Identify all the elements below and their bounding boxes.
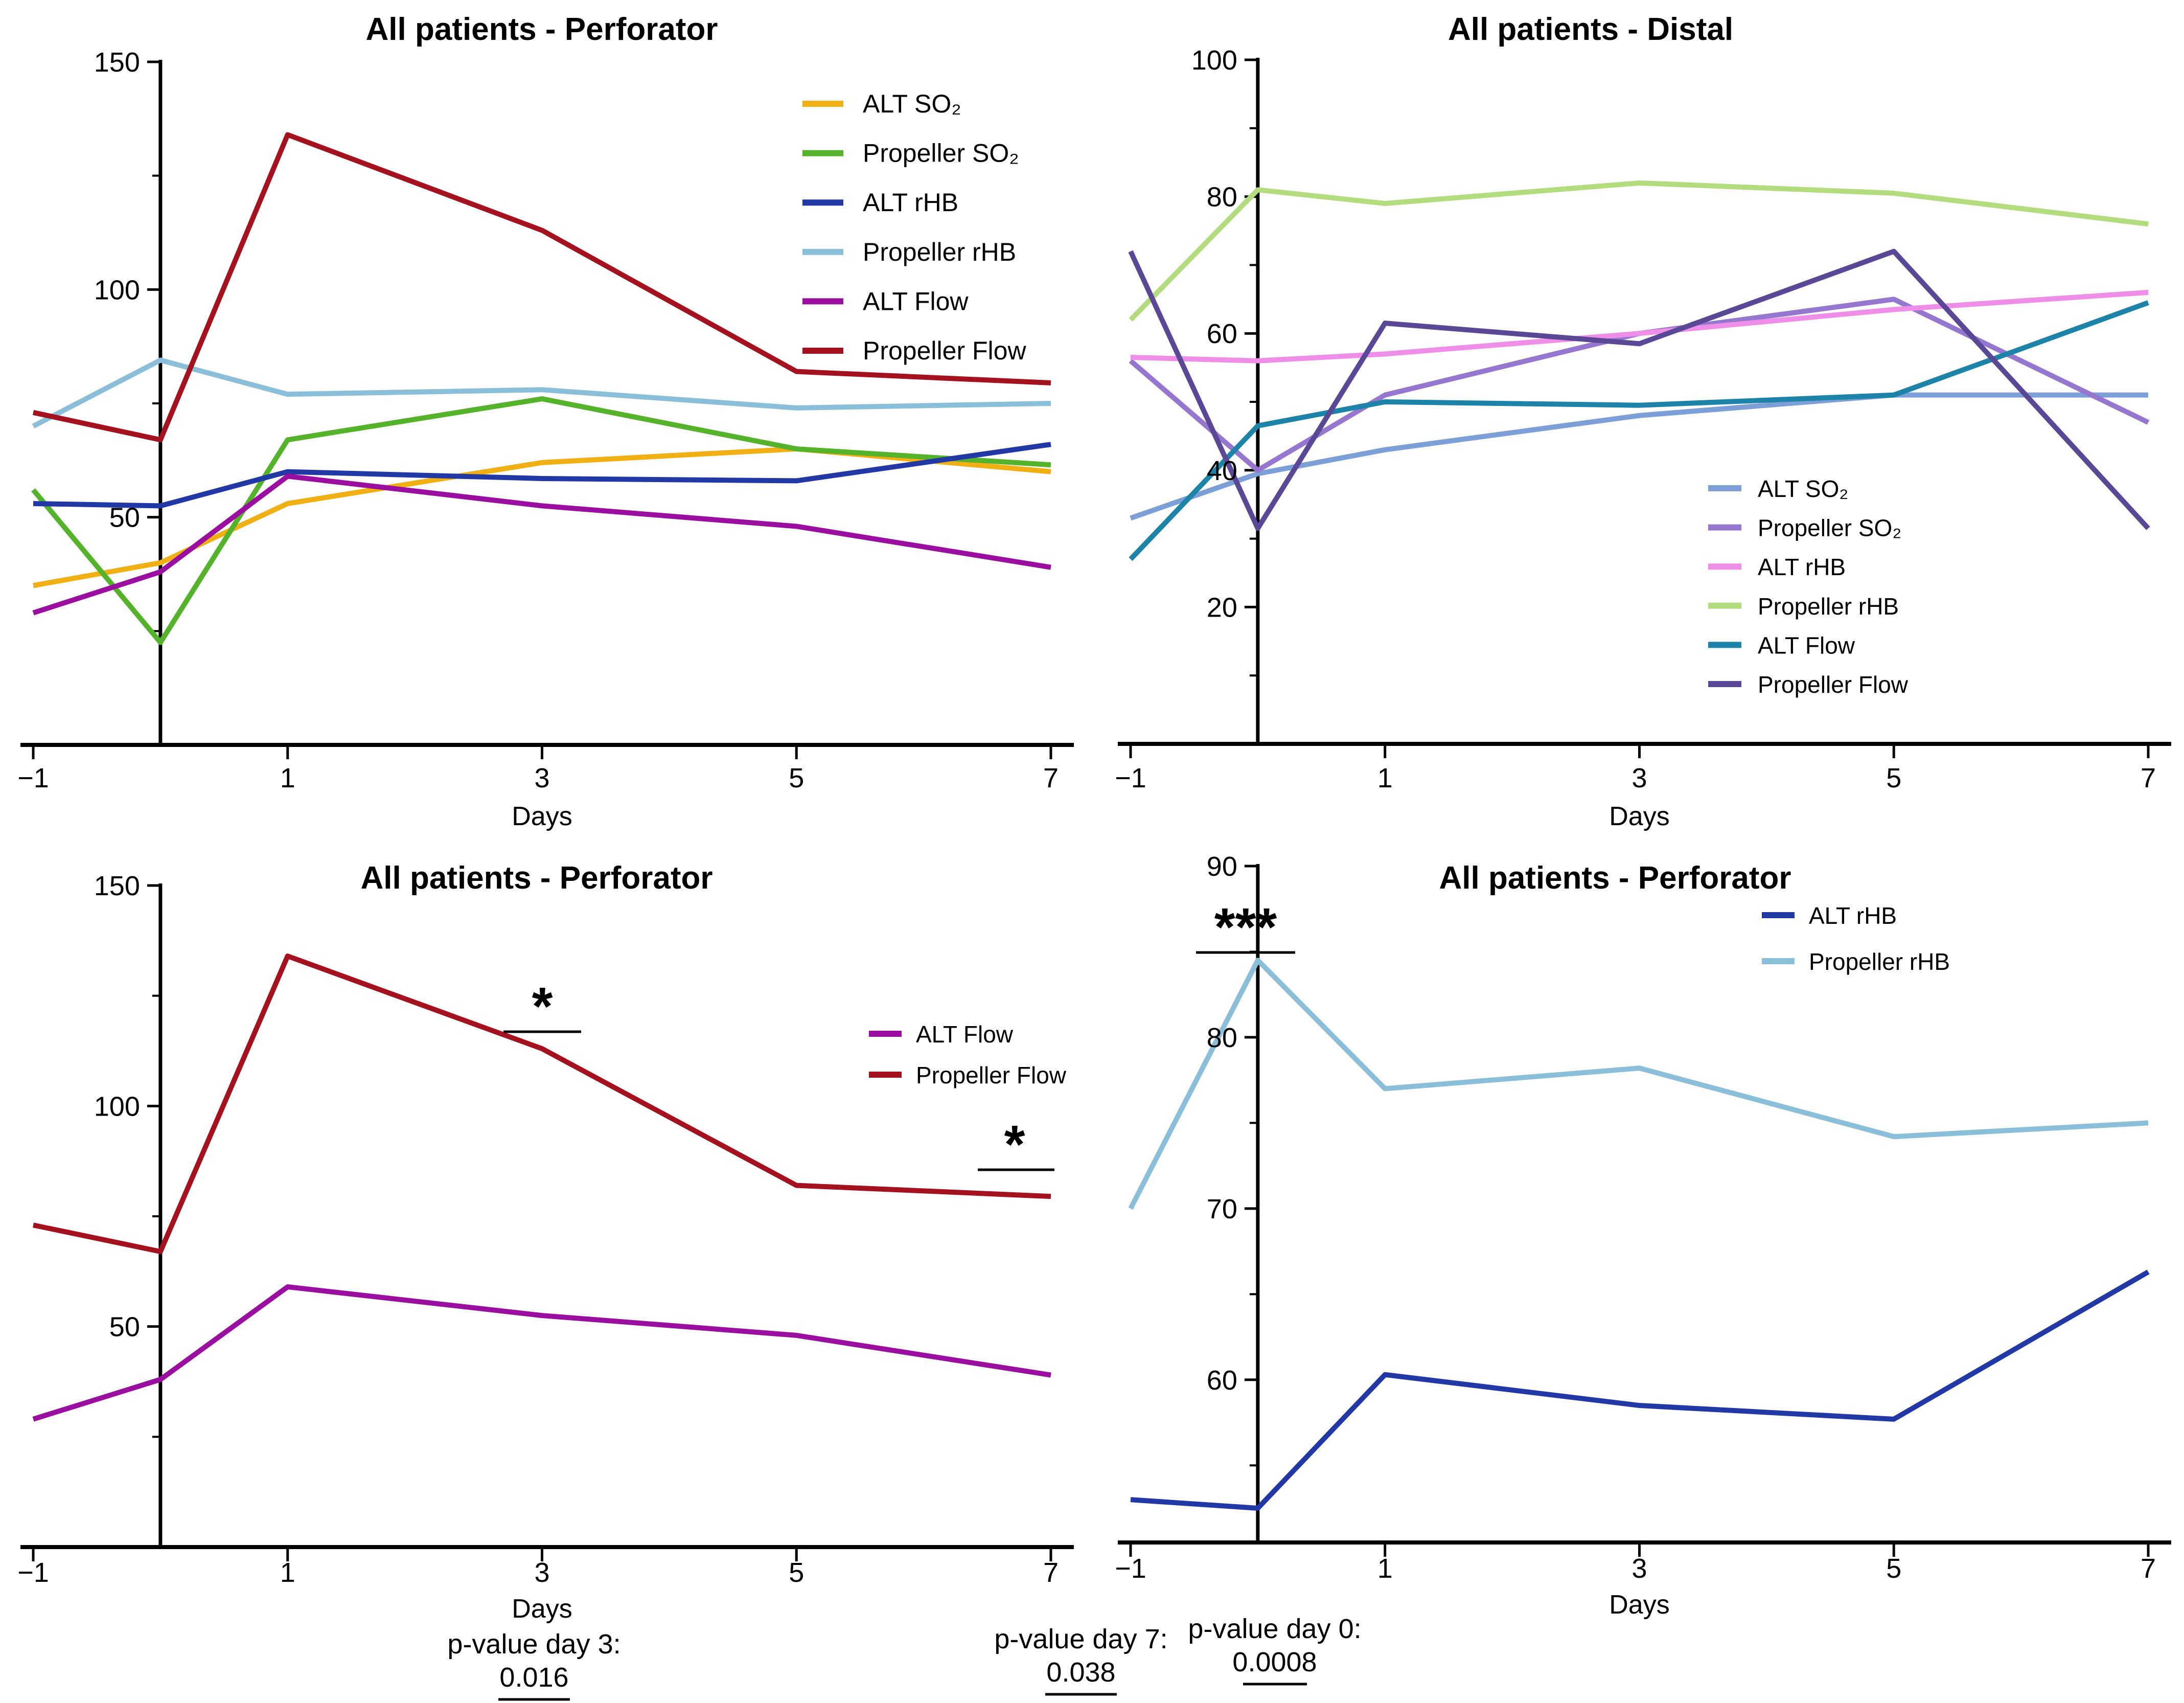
y-tick-label: 70 — [1207, 1194, 1237, 1224]
y-tick-label: 100 — [94, 275, 140, 305]
y-tick-label: 50 — [109, 503, 140, 533]
x-tick-label: 5 — [789, 763, 804, 793]
series-line-Propeller-rHB — [1129, 180, 2149, 322]
x-tick-label: 7 — [2141, 1553, 2156, 1584]
series-line-Propeller-SO₂ — [1129, 297, 2150, 473]
x-tick-label: 3 — [534, 763, 549, 793]
y-tick-label: 100 — [94, 1091, 140, 1122]
legend-label-Propeller-SO₂: Propeller SO₂ — [1758, 515, 1901, 541]
series-line-Propeller-Flow — [32, 132, 1051, 443]
x-tick-label: 5 — [1886, 1553, 1901, 1584]
legend-label-ALT-SO₂: ALT SO₂ — [863, 89, 961, 118]
legend-label-ALT-SO₂: ALT SO₂ — [1758, 475, 1848, 502]
series-line-Propeller-rHB — [32, 357, 1051, 428]
x-tick-label: 1 — [280, 763, 295, 793]
y-tick-label: 100 — [1191, 45, 1237, 76]
chart-svg-bottom-right: All patients - Perforator −1 1 3 5 7 Days 60 70 8… — [1115, 851, 2171, 1686]
legend-label-ALT-Flow: ALT Flow — [916, 1021, 1014, 1048]
legend-label-Propeller-Flow: Propeller Flow — [916, 1062, 1067, 1088]
x-tick-label: 7 — [2141, 763, 2156, 793]
x-tick-label: 5 — [1886, 763, 1901, 793]
legend-label-Propeller-rHB: Propeller rHB — [1809, 948, 1950, 975]
series-line-Propeller-SO₂ — [31, 396, 1051, 645]
legend-label-Propeller-Flow: Propeller Flow — [863, 336, 1026, 365]
y-tick-label: 40 — [1207, 456, 1237, 486]
x-tick-label: 7 — [1043, 763, 1059, 793]
legend-label-ALT-rHB: ALT rHB — [1809, 902, 1897, 929]
y-tick-label: 150 — [94, 47, 140, 78]
panel-bottom-left-perforator-flow: All patients - Perforator −1 1 3 5 7 Days 50 100… — [0, 852, 1168, 1703]
x-axis-label: Days — [1609, 802, 1669, 831]
chart-svg-bottom-left: All patients - Perforator −1 1 3 5 7 Days 50 100… — [17, 860, 1168, 1701]
legend-label-ALT-Flow: ALT Flow — [1758, 632, 1855, 659]
series-line-Propeller-Flow — [32, 953, 1051, 1255]
series-line-Propeller-Flow — [1128, 248, 2150, 531]
p-value-label: p-value day 3: — [447, 1629, 620, 1660]
series-line-Propeller-rHB — [1128, 958, 2149, 1210]
chart-svg-top-right: All patients - Distal −1 1 3 5 7 Days 20 40 60 80 1… — [1115, 12, 2171, 831]
p-value-label: p-value day 7: — [994, 1624, 1167, 1654]
p-value-label: p-value day 0: — [1188, 1614, 1361, 1644]
legend-label-ALT-rHB: ALT rHB — [863, 188, 958, 217]
chart-svg-top-left: All patients - Perforator −1 1 3 5 7 Days 50 100… — [17, 12, 1074, 831]
series-line-ALT-rHB — [33, 442, 1051, 509]
x-tick-label: 3 — [1631, 763, 1647, 793]
x-tick-label: 1 — [1377, 763, 1393, 793]
significance-star: * — [532, 977, 553, 1036]
x-tick-label: 3 — [1631, 1553, 1647, 1584]
x-tick-label: 1 — [1377, 1553, 1393, 1584]
legend-label-Propeller-rHB: Propeller rHB — [863, 238, 1016, 266]
legend-label-ALT-Flow: ALT Flow — [863, 287, 969, 315]
plot-title: All patients - Perforator — [366, 12, 718, 47]
x-tick-label: 7 — [1043, 1557, 1059, 1588]
plot-title: All patients - Perforator — [1439, 860, 1791, 896]
y-tick-label: 60 — [1207, 1365, 1237, 1396]
x-axis-label: Days — [512, 1594, 572, 1624]
panel-top-left-perforator: All patients - Perforator −1 1 3 5 7 Days 50 100… — [0, 0, 1092, 851]
plot-title: All patients - Distal — [1448, 12, 1733, 47]
y-tick-label: 50 — [109, 1312, 140, 1343]
legend-label-ALT-rHB: ALT rHB — [1758, 554, 1846, 580]
x-tick-label: 3 — [534, 1557, 549, 1588]
y-tick-label: 80 — [1207, 1023, 1237, 1053]
significance-star: *** — [1214, 897, 1277, 957]
significance-star: * — [1004, 1115, 1025, 1174]
x-tick-label: −1 — [1115, 763, 1146, 793]
p-value-number: 0.016 — [499, 1662, 568, 1693]
series-line-ALT-rHB — [1130, 289, 2149, 364]
legend-label-Propeller-Flow: Propeller Flow — [1758, 671, 1909, 698]
y-tick-label: 80 — [1207, 182, 1237, 213]
series-line-ALT-rHB — [1130, 1269, 2150, 1511]
series-line-ALT-Flow — [1129, 300, 2149, 561]
panel-top-right-distal: All patients - Distal −1 1 3 5 7 Days 20 40 60 80 1… — [1092, 0, 2184, 851]
series-line-ALT-Flow — [32, 473, 1051, 616]
x-axis-label: Days — [1609, 1590, 1669, 1620]
plot-title: All patients - Perforator — [361, 860, 713, 896]
x-tick-label: −1 — [1115, 1553, 1146, 1584]
series-line-ALT-Flow — [32, 1284, 1051, 1422]
x-axis-label: Days — [512, 802, 572, 831]
p-value-number: 0.0008 — [1232, 1647, 1317, 1677]
x-tick-label: 5 — [789, 1557, 804, 1588]
y-tick-label: 20 — [1207, 592, 1237, 623]
panel-bottom-right-perforator-rhb: All patients - Perforator −1 1 3 5 7 Days 60 70 8… — [1092, 851, 2184, 1703]
y-tick-label: 90 — [1207, 851, 1237, 882]
x-tick-label: 1 — [280, 1557, 295, 1588]
legend-label-Propeller-rHB: Propeller rHB — [1758, 593, 1899, 620]
x-tick-label: −1 — [17, 763, 49, 793]
y-tick-label: 150 — [94, 871, 140, 901]
x-tick-label: −1 — [17, 1557, 49, 1588]
y-tick-label: 60 — [1207, 319, 1237, 349]
series-line-ALT-SO₂ — [33, 446, 1051, 588]
legend-label-Propeller-SO₂: Propeller SO₂ — [863, 139, 1019, 168]
p-value-number: 0.038 — [1046, 1657, 1115, 1688]
